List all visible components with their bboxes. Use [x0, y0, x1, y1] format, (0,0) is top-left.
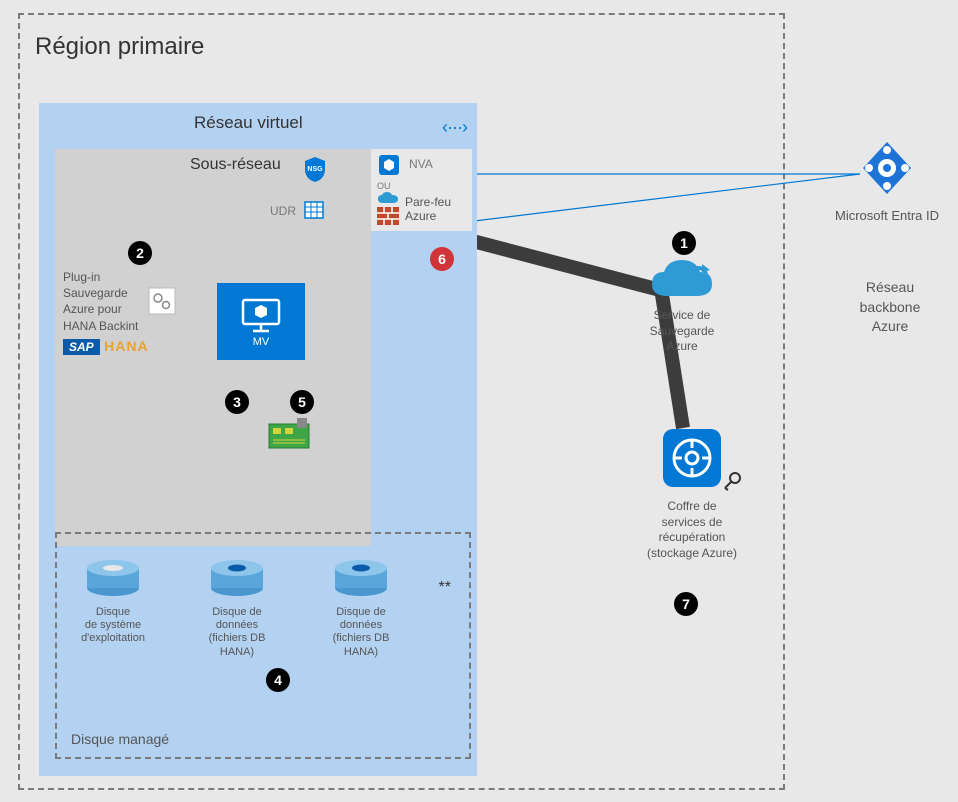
vault-label: Coffre de services de récupération (stoc…: [622, 499, 762, 561]
nva-box: NVA OU Pare-feu Azure: [371, 149, 472, 231]
vnet-title: Réseau virtuel: [194, 113, 303, 133]
hana-text: HANA: [104, 338, 148, 354]
cloud-backup-icon: [650, 258, 714, 302]
vm-box: MV: [217, 283, 305, 360]
disk-data1: Disque de données (fichiers DB HANA): [197, 558, 277, 659]
gears-icon: [148, 287, 176, 315]
vm-monitor-icon: [239, 296, 283, 334]
backup-l2: Sauvegarde: [650, 324, 715, 338]
svg-text:NSG: NSG: [307, 166, 323, 173]
udr-icon: [303, 200, 325, 220]
disk-os-label: Disque de système d'exploitation: [73, 606, 153, 646]
plugin-l3: Azure pour: [63, 302, 122, 316]
disk-data1-text: Disque de données (fichiers DB HANA): [209, 606, 266, 658]
backbone-l3: Azure: [872, 318, 909, 334]
plugin-text: Plug-in Sauvegarde Azure pour HANA Backi…: [63, 269, 198, 334]
disk-data2: Disque de données (fichiers DB HANA): [321, 558, 401, 659]
managed-disk-title: Disque managé: [71, 731, 169, 747]
udr-label: UDR: [270, 204, 296, 218]
badge-7: 7: [674, 592, 698, 616]
nva-icon: [377, 153, 401, 177]
recovery-vault-block: Coffre de services de récupération (stoc…: [622, 423, 762, 561]
key-icon: [722, 471, 742, 491]
backup-l1: Service de: [654, 308, 711, 322]
badge-3: 3: [225, 390, 249, 414]
managed-disk-asterisk: **: [439, 579, 451, 597]
firewall-label-text: Pare-feu Azure: [405, 195, 451, 223]
vnet-handle-icon: ‹···›: [442, 117, 467, 138]
cloud-icon: [377, 191, 399, 205]
sap-hana-logo: SAP HANA: [63, 338, 198, 356]
backup-plugin-block: Plug-in Sauvegarde Azure pour HANA Backi…: [63, 269, 198, 356]
badge-2: 2: [128, 241, 152, 265]
disk-data2-label: Disque de données (fichiers DB HANA): [321, 606, 401, 659]
nic-icon: [267, 416, 313, 452]
backbone-label: Réseau backbone Azure: [840, 278, 940, 337]
badge-4: 4: [266, 668, 290, 692]
disk-os-text: Disque de système d'exploitation: [81, 606, 145, 644]
entra-block: Microsoft Entra ID: [822, 138, 952, 225]
backup-label: Service de Sauvegarde Azure: [622, 308, 742, 355]
disk-data1-label: Disque de données (fichiers DB HANA): [197, 606, 277, 659]
vault-icon: [657, 423, 727, 493]
subnet-title: Sous-réseau: [190, 156, 281, 174]
backbone-block: Réseau backbone Azure: [840, 278, 940, 337]
nsg-icon: NSG: [303, 155, 327, 183]
vm-label: MV: [253, 336, 270, 348]
vault-l4: (stockage Azure): [647, 546, 737, 560]
badge-6: 6: [430, 247, 454, 271]
firewall-label: Pare-feu Azure: [405, 195, 451, 224]
vault-l3: récupération: [659, 530, 726, 544]
backup-l3: Azure: [666, 339, 697, 353]
plugin-l1: Plug-in: [63, 270, 100, 284]
plugin-l4: HANA Backint: [63, 319, 138, 333]
vault-l2: services de: [662, 515, 723, 529]
backbone-l2: backbone: [860, 299, 921, 315]
nva-label: NVA: [409, 157, 433, 171]
firewall-icon: [377, 207, 399, 225]
backbone-l1: Réseau: [866, 279, 914, 295]
entra-label: Microsoft Entra ID: [822, 208, 952, 225]
entra-icon: [857, 138, 917, 198]
disk-os: Disque de système d'exploitation: [73, 558, 153, 646]
badge-5: 5: [290, 390, 314, 414]
vault-l1: Coffre de: [667, 499, 716, 513]
nva-ou-label: OU: [377, 181, 391, 191]
disk-data2-text: Disque de données (fichiers DB HANA): [333, 606, 390, 658]
azure-backup-block: Service de Sauvegarde Azure: [622, 258, 742, 355]
badge-1: 1: [672, 231, 696, 255]
plugin-l2: Sauvegarde: [63, 286, 128, 300]
